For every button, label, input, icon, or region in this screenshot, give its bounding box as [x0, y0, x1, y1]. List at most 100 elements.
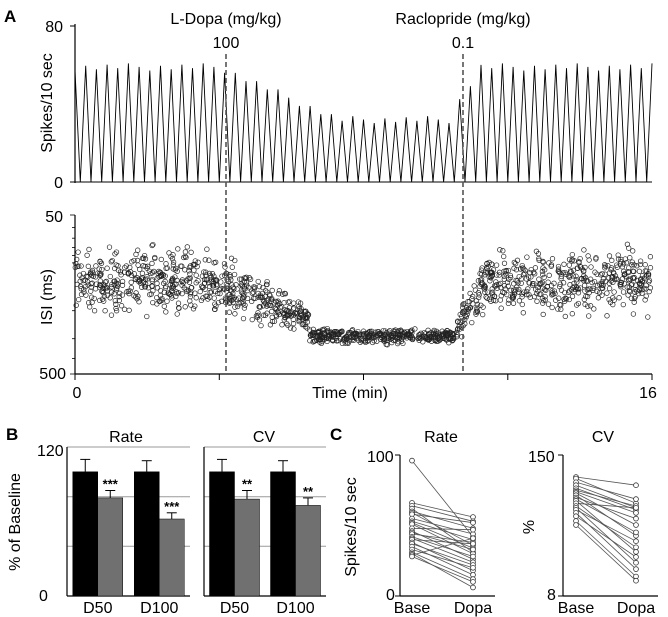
isi-point [333, 329, 339, 335]
c-cv-ytick-8: 8 [547, 587, 556, 604]
isi-point [264, 303, 270, 309]
isi-point [91, 308, 98, 314]
isi-point [585, 253, 591, 259]
isi-point [339, 328, 345, 334]
isi-point [474, 305, 480, 311]
isi-point [168, 288, 175, 294]
isi-point [606, 296, 612, 303]
isi-point [211, 295, 217, 301]
isi-point [316, 329, 322, 335]
isi-point [539, 295, 546, 302]
isi-point [290, 306, 297, 312]
isi-point [380, 333, 386, 340]
isi-point [500, 248, 506, 254]
pair-line [575, 481, 637, 500]
isi-point [519, 262, 525, 269]
isi-point [420, 339, 426, 345]
dopa-point [633, 529, 639, 536]
isi-point [634, 288, 640, 294]
isi-point [638, 276, 644, 282]
pair-line [411, 511, 474, 529]
isi-point [631, 295, 638, 302]
isi-point [627, 255, 633, 261]
isi-point [260, 284, 266, 291]
isi-point [356, 331, 363, 338]
pair-line [411, 460, 474, 538]
isi-point [573, 273, 579, 279]
isi-point [626, 265, 632, 271]
isi-point [87, 304, 93, 310]
isi-point [629, 259, 635, 265]
isi-point [88, 294, 95, 300]
isi-point [290, 320, 297, 327]
isi-point [162, 278, 168, 285]
isi-point [149, 283, 155, 289]
isi-point [203, 269, 209, 275]
isi-point [464, 311, 470, 317]
isi-point [444, 330, 451, 337]
isi-point [121, 306, 128, 312]
isi-point [330, 338, 336, 344]
isi-point [515, 280, 521, 286]
isi-point [249, 298, 255, 305]
isi-point [142, 263, 148, 270]
isi-point [643, 293, 649, 299]
isi-point [611, 289, 617, 295]
pair-line [411, 539, 474, 545]
isi-point [630, 275, 637, 281]
isi-point [640, 278, 646, 284]
isi-point [296, 303, 302, 309]
isi-point [112, 251, 118, 257]
isi-point [509, 295, 515, 301]
isi-point [592, 269, 598, 275]
isi-xlabel: Time (min) [312, 385, 388, 402]
isi-ylabel: ISI (ms) [39, 269, 56, 325]
isi-point [190, 306, 197, 312]
isi-point [457, 326, 463, 332]
isi-point [91, 295, 97, 302]
isi-point [251, 286, 257, 292]
isi-point [240, 293, 247, 299]
isi-point [536, 276, 542, 282]
isi-point [185, 276, 191, 282]
category-label: D100 [140, 600, 178, 617]
isi-point [186, 264, 193, 271]
isi-point [582, 288, 588, 294]
isi-point [226, 292, 233, 298]
isi-point [517, 266, 524, 272]
isi-point [612, 273, 619, 279]
isi-point [603, 278, 609, 285]
b-cv-chart: CV ** D50 ** D100 [203, 429, 326, 617]
isi-point [585, 303, 591, 309]
isi-point [314, 337, 320, 344]
isi-point [255, 312, 261, 318]
isi-point [590, 287, 596, 293]
isi-point [261, 299, 267, 305]
isi-point [520, 310, 526, 316]
isi-point [624, 241, 631, 247]
isi-point [516, 286, 522, 293]
isi-point [92, 286, 99, 292]
isi-point [279, 322, 285, 328]
isi-point [232, 257, 238, 264]
isi-point [264, 310, 270, 316]
isi-point [351, 330, 358, 337]
pair-line [575, 489, 637, 507]
dopa-point [633, 482, 639, 489]
isi-point [237, 276, 243, 282]
isi-point [296, 316, 303, 322]
isi-point [623, 260, 630, 266]
isi-point [183, 254, 189, 261]
isi-point [88, 288, 94, 294]
isi-point [197, 288, 203, 295]
isi-point [187, 263, 194, 269]
isi-point [119, 278, 126, 285]
isi-point [362, 338, 368, 344]
isi-point [72, 264, 78, 271]
dopa-point [470, 546, 476, 553]
isi-point [315, 329, 321, 336]
isi-point [540, 259, 546, 265]
isi-point [553, 297, 559, 303]
isi-point [549, 288, 555, 294]
isi-point [345, 331, 351, 337]
